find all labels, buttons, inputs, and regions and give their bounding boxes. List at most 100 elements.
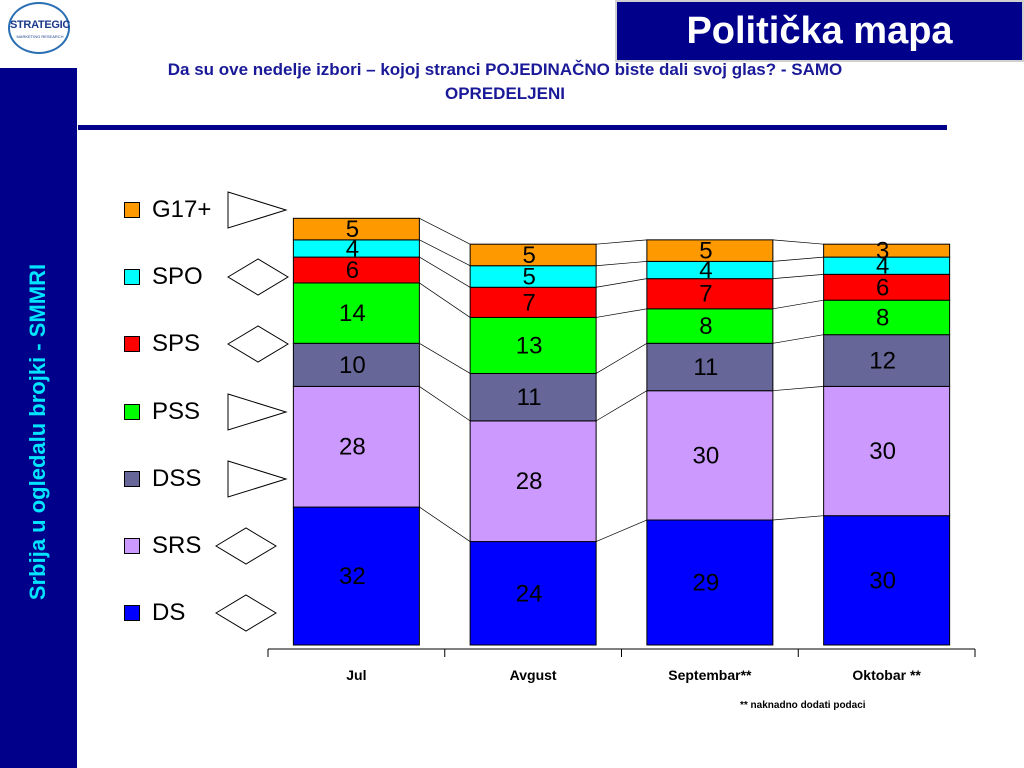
bar-segment-sps (292, 256, 420, 284)
bar-segment-pss (469, 316, 597, 374)
title-divider (78, 125, 947, 130)
data-label-dss: 11 (517, 384, 542, 411)
legend-label: SPS (152, 330, 201, 357)
survey-question: Da su ove nedelje izbori – kojoj stranci… (167, 60, 843, 103)
legend-label: DS (152, 599, 186, 626)
legend-callout-shape (227, 325, 289, 363)
data-label-sps: 6 (346, 257, 359, 284)
bar-segment-srs (823, 385, 951, 517)
data-label-spo: 4 (876, 253, 889, 280)
legend-swatch-sps (124, 336, 140, 352)
legend-label: SRS (152, 532, 202, 559)
legend-swatch-spo (124, 269, 140, 285)
bar-segment-pss (292, 282, 420, 344)
series-connector-line (419, 342, 471, 374)
data-label-srs: 28 (516, 468, 543, 495)
bar-segment-ds (469, 541, 597, 646)
series-connector-line (596, 308, 647, 318)
series-connector-line (772, 273, 824, 279)
legend-item-g17: G17+ (124, 195, 211, 225)
data-label-pss: 13 (516, 332, 543, 359)
data-label-dss: 12 (869, 348, 896, 375)
x-tick-label: Oktobar ** (852, 667, 921, 683)
legend-callout-shape (227, 258, 289, 296)
bar-segment-sps (646, 278, 774, 310)
legend-callout-shape (215, 527, 277, 565)
strategic-logo: STRATEGIC MARKETING RESEARCH (0, 0, 80, 62)
data-label-sps: 7 (522, 289, 535, 316)
legend-label: PSS (152, 398, 201, 425)
legend-callout-shape (215, 594, 277, 632)
bar-segment-dss (469, 372, 597, 422)
legend-label: DSS (152, 465, 202, 492)
legend-item-dss: DSS (124, 464, 201, 494)
series-connector-line (772, 334, 824, 344)
series-connector-line (595, 342, 648, 374)
legend-item-sps: SPS (124, 329, 200, 359)
logo-text: STRATEGIC (9, 19, 71, 31)
data-label-pss: 8 (699, 313, 712, 340)
data-label-dss: 11 (693, 354, 718, 381)
series-connector-line (772, 239, 824, 245)
x-tick-label: Jul (346, 667, 366, 683)
side-bar (0, 68, 77, 768)
bar-segment-ds (292, 506, 420, 646)
series-connector-line (419, 217, 471, 245)
legend-item-pss: PSS (124, 397, 200, 427)
footnote: ** naknadno dodati podaci (740, 700, 866, 711)
series-connector-line (419, 282, 471, 318)
legend-label: G17+ (152, 196, 212, 223)
series-connector-line (772, 386, 824, 392)
series-connector-line (596, 261, 647, 267)
legend-callout-shape (227, 393, 288, 431)
legend-callout-shape (227, 191, 288, 229)
bar-segment-g17 (646, 239, 774, 262)
bar-segment-dss (823, 334, 951, 387)
data-label-sps: 7 (699, 281, 712, 308)
legend-swatch-pss (124, 404, 140, 420)
bar-segment-srs (646, 390, 774, 521)
series-connector-line (596, 278, 647, 288)
bar-segment-sps (823, 273, 951, 301)
logo-subtext: MARKETING RESEARCH (16, 34, 64, 39)
legend-swatch-dss (124, 471, 140, 487)
data-label-pss: 8 (876, 304, 889, 331)
x-tick-label: Avgust (510, 667, 557, 683)
bar-segment-srs (469, 420, 597, 543)
series-connector-line (419, 506, 471, 542)
bar-segment-dss (292, 342, 420, 387)
legend-item-ds: DS (124, 598, 185, 628)
legend-label: SPO (152, 263, 203, 290)
bar-segment-g17 (823, 243, 951, 258)
logo-ring (8, 2, 70, 54)
data-label-srs: 30 (693, 442, 720, 469)
page-title: Politička mapa (615, 0, 1024, 62)
data-label-spo: 4 (699, 257, 712, 284)
series-connector-line (595, 390, 648, 422)
series-connector-line (772, 515, 824, 521)
data-label-dss: 10 (339, 352, 366, 379)
series-connector-line (595, 519, 648, 542)
legend-swatch-srs (124, 538, 140, 554)
series-connector-line (419, 256, 471, 288)
data-label-sps: 6 (876, 274, 889, 301)
legend-callout-shape (227, 460, 288, 498)
data-label-ds: 24 (516, 580, 543, 607)
data-label-pss: 14 (339, 300, 366, 327)
x-tick-label: Septembar** (668, 667, 752, 683)
data-label-spo: 4 (346, 235, 359, 262)
series-connector-line (419, 386, 471, 422)
bar-segment-pss (823, 299, 951, 336)
data-label-srs: 28 (339, 434, 366, 461)
bar-segment-srs (292, 385, 420, 508)
data-label-g17: 5 (699, 238, 712, 265)
bar-segment-dss (646, 342, 774, 392)
bar-segment-ds (823, 515, 951, 646)
series-connector-line (596, 239, 647, 245)
legend-swatch-ds (124, 605, 140, 621)
legend-item-srs: SRS (124, 531, 201, 561)
data-label-g17: 5 (522, 242, 535, 269)
data-label-g17: 3 (876, 238, 889, 265)
series-connector-line (772, 256, 824, 262)
